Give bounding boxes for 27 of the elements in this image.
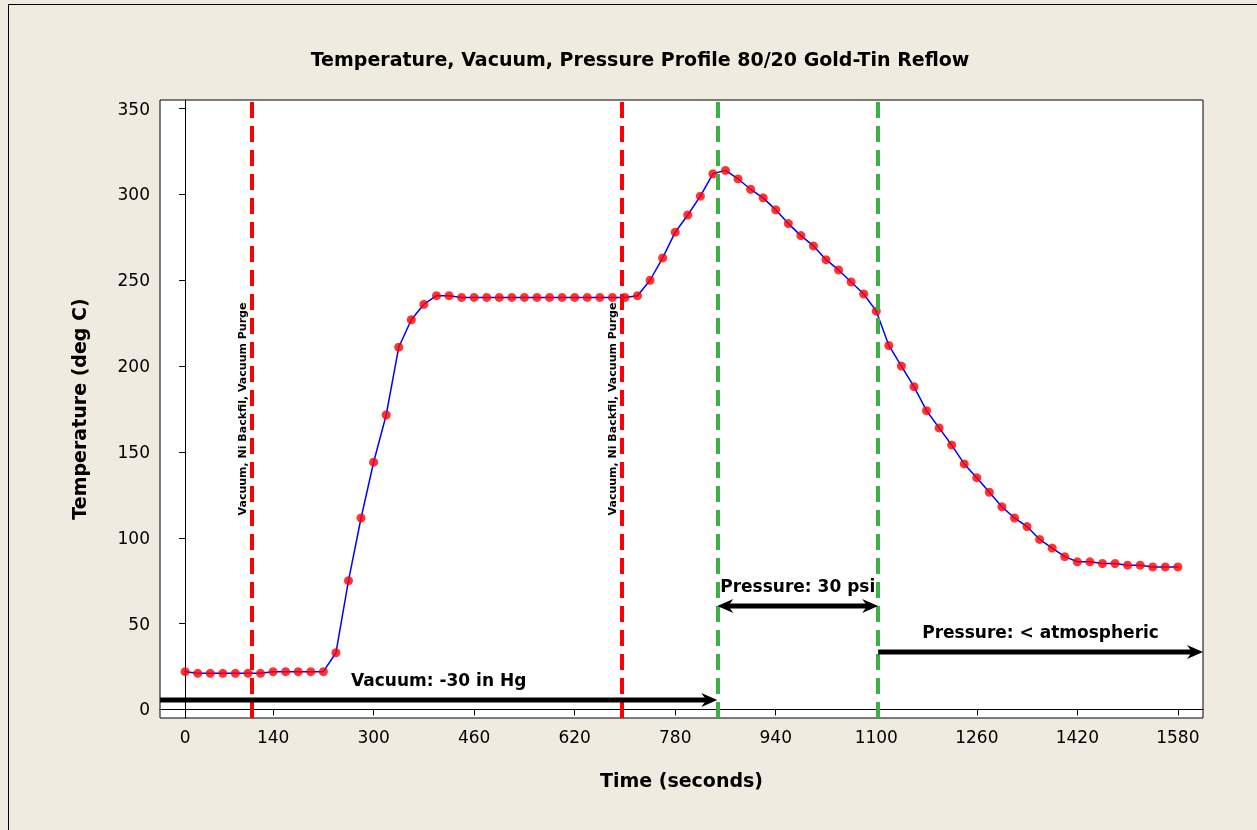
x-tick-label: 620 bbox=[558, 726, 591, 747]
y-tick-label: 150 bbox=[117, 441, 150, 462]
x-tick-label: 140 bbox=[256, 726, 290, 747]
x-tick-label: 780 bbox=[658, 726, 692, 747]
x-tick-label: 1260 bbox=[955, 726, 999, 747]
x-tick-label: 1580 bbox=[1156, 726, 1200, 747]
x-tick-label: 940 bbox=[759, 726, 792, 747]
y-tick-label: 100 bbox=[117, 527, 150, 548]
y-tick-label: 50 bbox=[128, 613, 150, 634]
x-tick-label: 0 bbox=[179, 726, 191, 747]
y-tick-label: 0 bbox=[139, 699, 150, 720]
x-tick-label: 300 bbox=[357, 726, 390, 747]
x-tick-label: 1420 bbox=[1055, 726, 1099, 747]
y-tick-label: 300 bbox=[117, 184, 150, 205]
ref-line-label: Vacuum, Ni Backfil, Vacuum Purge bbox=[235, 302, 249, 516]
x-axis-title: Time (seconds) bbox=[599, 768, 764, 791]
ref-line-label: Vacuum, Ni Backfil, Vacuum Purge bbox=[605, 302, 619, 516]
annotation: Pressure: < atmospheric bbox=[922, 622, 1159, 642]
chart-title: Temperature, Vacuum, Pressure Profile 80/20 Gold-Tin Reflow bbox=[310, 47, 970, 70]
y-tick-label: 200 bbox=[117, 356, 150, 377]
y-axis-title: Temperature (deg C) bbox=[67, 298, 90, 520]
x-tick-label: 1100 bbox=[854, 726, 898, 747]
y-tick-label: 250 bbox=[117, 270, 150, 291]
y-tick-label: 350 bbox=[117, 98, 150, 119]
annotation: Pressure: 30 psi bbox=[720, 576, 876, 596]
x-tick-label: 460 bbox=[457, 726, 491, 747]
annotation: Vacuum: -30 in Hg bbox=[351, 670, 527, 690]
